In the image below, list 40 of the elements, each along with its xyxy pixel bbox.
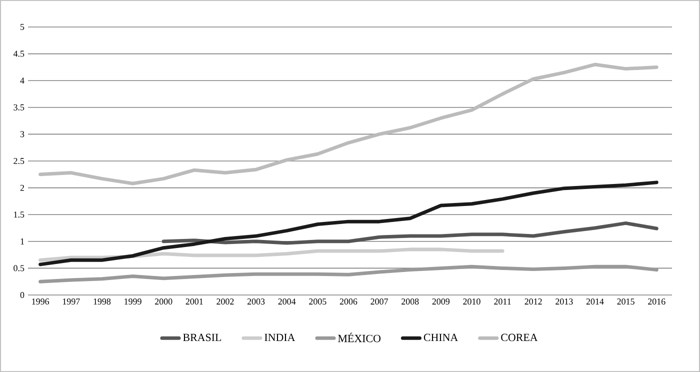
y-tick-label: 4 <box>20 78 24 84</box>
x-tick-label: 2007 <box>370 298 388 305</box>
x-tick-label: 2000 <box>155 298 172 305</box>
legend-label: COREA <box>501 334 538 342</box>
legend-label: CHINA <box>424 334 458 342</box>
x-tick-label: 2005 <box>309 298 326 305</box>
y-tick-label: 2.5 <box>14 158 24 164</box>
x-tick-label: 2012 <box>524 298 542 305</box>
legend-label: MÉXICO <box>338 332 380 342</box>
x-tick-label: 2009 <box>432 298 450 305</box>
x-tick-label: 2008 <box>402 298 419 305</box>
x-tick-label: 1998 <box>94 298 111 305</box>
x-tick-label: 2010 <box>463 298 480 305</box>
y-tick-label: 0 <box>20 292 24 298</box>
line-series <box>162 221 658 245</box>
x-tick-label: 2016 <box>648 298 666 305</box>
legend-label: BRASIL <box>183 334 222 342</box>
x-tick-label: 1999 <box>124 298 142 305</box>
x-tick-label: 2001 <box>186 298 203 305</box>
y-tick-label: 2 <box>20 184 24 191</box>
y-tick-label: 5 <box>20 24 24 30</box>
x-tick-label: 2002 <box>216 298 234 305</box>
x-tick-label: 1997 <box>62 298 80 305</box>
x-tick-label: 2014 <box>586 298 604 305</box>
y-tick-label: 3 <box>20 131 24 138</box>
y-tick-label: 0.5 <box>14 265 24 272</box>
y-tick-label: 1 <box>20 238 24 244</box>
y-tick-label: 4.5 <box>13 50 24 57</box>
x-tick-label: 2011 <box>494 298 511 305</box>
x-tick-label: 1996 <box>32 298 50 305</box>
x-tick-label: 2015 <box>617 298 634 305</box>
x-tick-label: 2004 <box>278 298 296 305</box>
legend-label: INDIA <box>264 334 296 342</box>
line-series <box>38 62 658 186</box>
line-series <box>38 180 658 266</box>
x-tick-label: 2013 <box>556 298 573 305</box>
x-tick-label: 2003 <box>247 298 265 305</box>
x-tick-label: 2006 <box>340 298 358 305</box>
y-tick-label: 1.5 <box>14 212 24 218</box>
y-tick-label: 3.5 <box>14 104 24 110</box>
